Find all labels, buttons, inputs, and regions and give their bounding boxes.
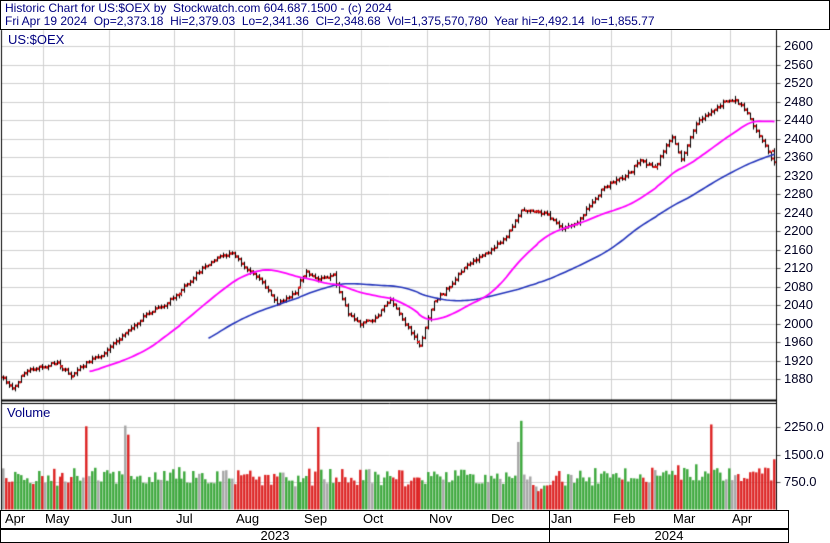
month-label-oct-6: Oct	[363, 511, 384, 526]
month-label-mar-11: Mar	[673, 511, 696, 526]
price-tick-label: 2280	[784, 186, 813, 201]
symbol-label: US:$OEX	[8, 32, 65, 47]
volume-tick-label: 750.0	[784, 474, 817, 490]
year-divider-line	[549, 510, 550, 543]
month-axis-row	[0, 510, 789, 529]
month-label-jul-3: Jul	[176, 511, 193, 526]
price-tick-label: 2320	[784, 167, 813, 183]
month-label-jan-9: Jan	[551, 511, 572, 526]
price-tick-label: 1920	[784, 352, 813, 368]
month-label-sep-5: Sep	[304, 511, 328, 526]
header-box: Historic Chart for US:$OEX by Stockwatch…	[0, 0, 830, 30]
price-tick-label: 2360	[784, 149, 813, 164]
price-tick-label: 2440	[784, 112, 813, 127]
price-tick-label: 2000	[784, 315, 813, 331]
price-tick-label: 2240	[784, 204, 813, 220]
month-label-apr-12: Apr	[732, 511, 753, 526]
price-tick-label: 2520	[784, 75, 813, 90]
price-tick-label: 1880	[784, 371, 813, 386]
year-label-2023: 2023	[260, 528, 290, 543]
price-tick-label: 2200	[784, 223, 813, 238]
year-label-2024: 2024	[654, 528, 684, 543]
month-label-dec-8: Dec	[491, 511, 515, 526]
price-tick-label: 2480	[784, 93, 813, 109]
price-tick-label: 2040	[784, 297, 813, 312]
volume-tick-label: 2250.0	[784, 419, 824, 435]
month-label-jun-2: Jun	[111, 511, 132, 526]
price-tick-label: 2560	[784, 56, 813, 72]
price-tick-label: 2120	[784, 260, 813, 275]
price-tick-label: 2600	[784, 38, 813, 53]
month-label-feb-10: Feb	[613, 511, 636, 526]
month-label-apr-0: Apr	[5, 511, 26, 526]
price-tick-label: 2160	[784, 241, 813, 257]
volume-pane-label: Volume	[7, 405, 51, 420]
month-label-nov-7: Nov	[429, 511, 453, 526]
price-tick-label: 2080	[784, 278, 813, 294]
volume-tick-label: 1500.0	[784, 446, 824, 462]
price-tick-label: 2400	[784, 130, 813, 146]
price-tick-label: 1960	[784, 334, 813, 349]
month-label-may-1: May	[45, 511, 70, 526]
header-title: Historic Chart for US:$OEX by Stockwatch…	[5, 1, 392, 15]
header-quote-line: Fri Apr 19 2024 Op=2,373.18 Hi=2,379.03 …	[5, 14, 655, 28]
month-label-aug-4: Aug	[236, 511, 260, 526]
